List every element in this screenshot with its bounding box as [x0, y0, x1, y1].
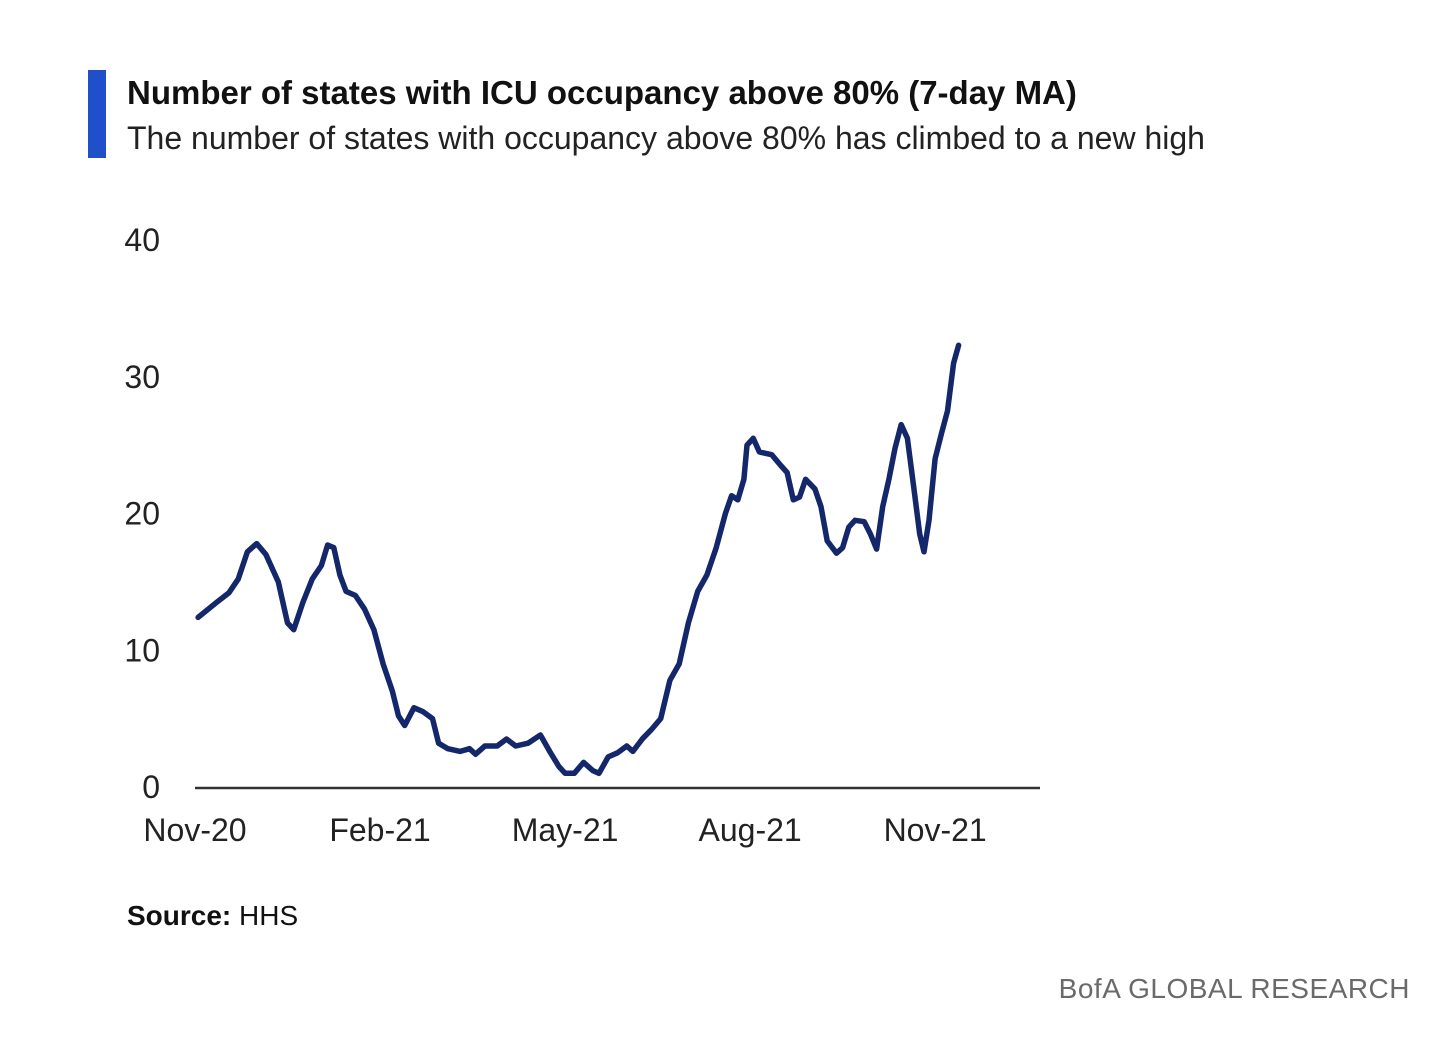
chart-subtitle: The number of states with occupancy abov…	[127, 120, 1205, 156]
source-note: Source: HHS	[127, 900, 298, 932]
y-tick-label: 0	[142, 769, 160, 805]
y-tick-label: 30	[124, 359, 160, 395]
x-tick-label: Nov-21	[884, 812, 987, 848]
source-value: HHS	[239, 900, 299, 931]
brand-label: BofA GLOBAL RESEARCH	[1058, 973, 1410, 1004]
x-tick-label: Nov-20	[143, 812, 246, 848]
y-tick-label: 40	[124, 222, 160, 258]
x-tick-label: May-21	[512, 812, 619, 848]
chart-title: Number of states with ICU occupancy abov…	[127, 74, 1077, 111]
x-tick-label: Feb-21	[329, 812, 430, 848]
source-label: Source:	[127, 900, 232, 931]
y-tick-label: 20	[124, 496, 160, 532]
series-line	[195, 342, 962, 777]
accent-bar	[88, 70, 106, 158]
y-tick-label: 10	[124, 632, 160, 668]
x-tick-label: Aug-21	[699, 812, 802, 848]
